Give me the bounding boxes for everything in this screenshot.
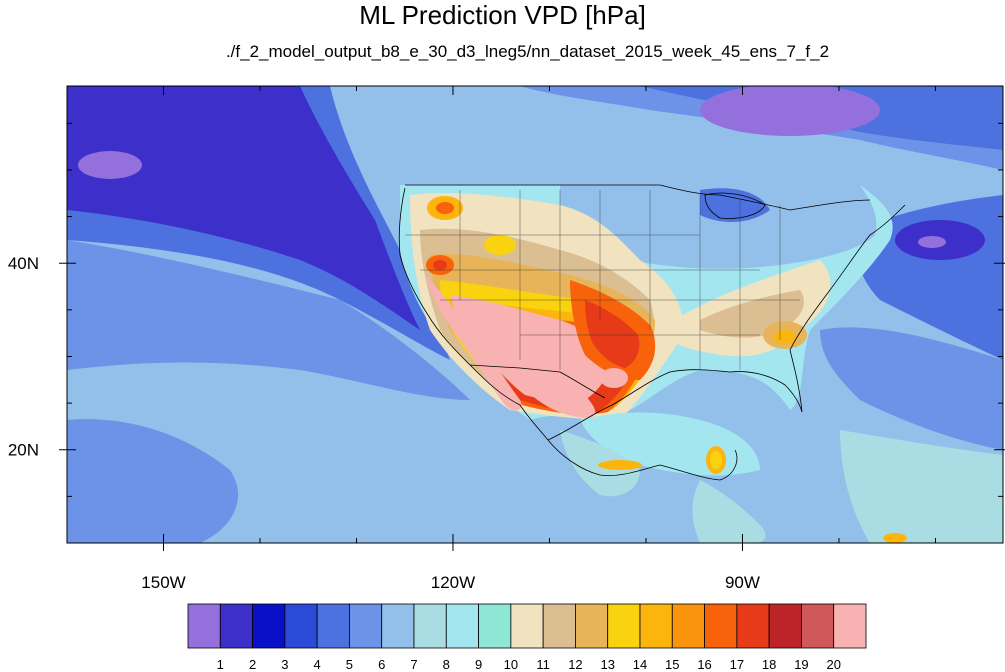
colorbar-label: 4	[314, 657, 321, 672]
west-coast-line	[398, 187, 549, 441]
colorbar-label: 8	[443, 657, 450, 672]
colorbar-label: 11	[536, 657, 550, 672]
colorbar-label: 14	[633, 657, 647, 672]
colorbar-label: 12	[568, 657, 582, 672]
chart-title: ML Prediction VPD [hPa]	[359, 0, 646, 30]
east-coast-line	[789, 204, 906, 413]
nw-hotspot-red	[436, 202, 454, 214]
mexico-pink	[520, 360, 596, 418]
colorbar-box	[478, 603, 512, 649]
colorbar-box	[801, 603, 835, 649]
x-tick-label: 150W	[141, 573, 185, 592]
colorbar-box	[510, 603, 544, 649]
colorbar-box	[542, 603, 576, 649]
colorbar-box	[349, 603, 383, 649]
colorbar-label: 19	[794, 657, 808, 672]
colorbar-box	[768, 603, 802, 649]
colorbar-box	[575, 603, 609, 649]
colorbar-box	[833, 603, 867, 649]
colorbar-box	[704, 603, 738, 649]
colorbar-box	[671, 603, 705, 649]
colorbar-box	[445, 603, 479, 649]
yucatan-yellow	[710, 451, 722, 469]
colorbar-box	[316, 603, 350, 649]
gulf-pink	[600, 368, 628, 388]
colorbar-box	[381, 603, 415, 649]
vpd-field	[67, 86, 1003, 543]
central-america-light	[692, 480, 766, 543]
colorbar-box	[607, 603, 641, 649]
colorbar-label: 20	[826, 657, 840, 672]
canada-border-line	[405, 184, 871, 211]
texas-red	[585, 300, 640, 368]
colorbar-label: 17	[730, 657, 744, 672]
nevada-red	[433, 260, 447, 270]
pacific-deep-band	[67, 86, 420, 330]
colorbar-label: 16	[697, 657, 711, 672]
map-frame	[66, 85, 1004, 544]
colorbar-label: 6	[378, 657, 385, 672]
colorbar-box	[219, 603, 253, 649]
chart-subtitle: ./f_2_model_output_b8_e_30_d3_lneg5/nn_d…	[225, 42, 830, 61]
caribbean-light	[840, 430, 1003, 543]
colorbar-label: 2	[249, 657, 256, 672]
pacific-min-patch	[78, 151, 142, 179]
colorbar-label: 7	[410, 657, 417, 672]
southwest-pink-core	[450, 295, 610, 403]
subtropical-blue	[67, 240, 470, 400]
colorbar-box	[187, 603, 221, 649]
california-pink	[425, 275, 522, 411]
colorbar-label: 5	[346, 657, 353, 672]
colorbar-label: 15	[665, 657, 679, 672]
mexico-coast-line	[547, 439, 738, 481]
colorbar: 1 2 3 4 5 6 7 8 9 10 11 12 13 14 15 16 17 18 19 20	[187, 603, 867, 672]
great-plains-mid	[560, 185, 877, 269]
y-tick-label: 40N	[8, 254, 39, 273]
axis-ticks	[59, 86, 1005, 551]
great-lakes-outline	[704, 192, 766, 219]
georgia-yellow	[774, 330, 796, 344]
hudson-min-patch	[700, 86, 880, 136]
coastlines	[398, 184, 906, 481]
x-tick-label: 120W	[431, 573, 475, 592]
y-tick-label: 20N	[8, 441, 39, 460]
mexico-south-orange	[598, 460, 642, 470]
atlantic-min-patch	[918, 236, 946, 248]
colorbar-label: 9	[475, 657, 482, 672]
lakes-dark	[700, 188, 770, 222]
colorbar-label: 3	[281, 657, 288, 672]
colorbar-label: 10	[504, 657, 518, 672]
colorbar-box	[284, 603, 318, 649]
colorbar-box	[736, 603, 770, 649]
colorbar-box	[413, 603, 447, 649]
atlantic-mid-blue	[820, 327, 1003, 450]
x-tick-label: 90W	[725, 573, 760, 592]
mexico-border-line	[469, 364, 606, 399]
colorbar-box	[252, 603, 286, 649]
colorbar-label: 18	[762, 657, 776, 672]
utah-yellow	[484, 235, 516, 255]
axis-labels: 150W 120W 90W 20N 40N	[8, 254, 760, 592]
colorbar-label: 1	[217, 657, 224, 672]
state-boundaries	[405, 190, 800, 370]
colorbar-box	[639, 603, 673, 649]
caribbean-orange	[883, 533, 907, 543]
tropical-blue-west	[67, 419, 239, 543]
gulf-coast-line	[547, 369, 803, 441]
colorbar-label: 13	[600, 657, 614, 672]
